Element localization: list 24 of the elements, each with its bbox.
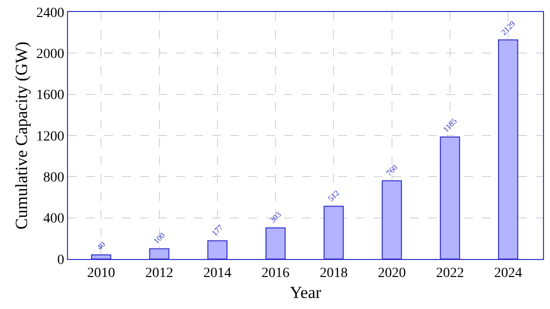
y-tick-label: 1200 [36,129,64,144]
y-tick-label: 800 [43,170,64,186]
x-tick-label: 2014 [203,266,232,281]
y-tick-label: 400 [43,212,64,227]
y-tick-label: 0 [57,252,64,268]
y-tick-label: 2000 [36,47,64,62]
data-label: 177 [210,222,225,238]
x-tick-label: 2020 [378,266,406,281]
x-tick-label: 2016 [262,266,290,281]
x-tick-label: 2012 [145,266,174,281]
data-label: 760 [384,162,400,178]
data-label: 303 [268,210,283,225]
x-tick-label: 2010 [87,266,116,281]
x-tick-label: 2022 [436,266,464,281]
y-axis-title: Cumulative Capacity (GW) [12,42,31,230]
y-tick-label: 2400 [36,6,64,21]
data-label: 100 [152,230,167,246]
x-tick-label: 2024 [494,266,522,281]
data-label: 512 [326,188,342,204]
data-label: 40 [95,240,108,252]
y-tick-label: 1600 [36,88,64,104]
x-axis-title: Year [290,283,322,302]
x-tick-label: 2018 [320,266,348,281]
data-label: 1185 [441,116,459,134]
